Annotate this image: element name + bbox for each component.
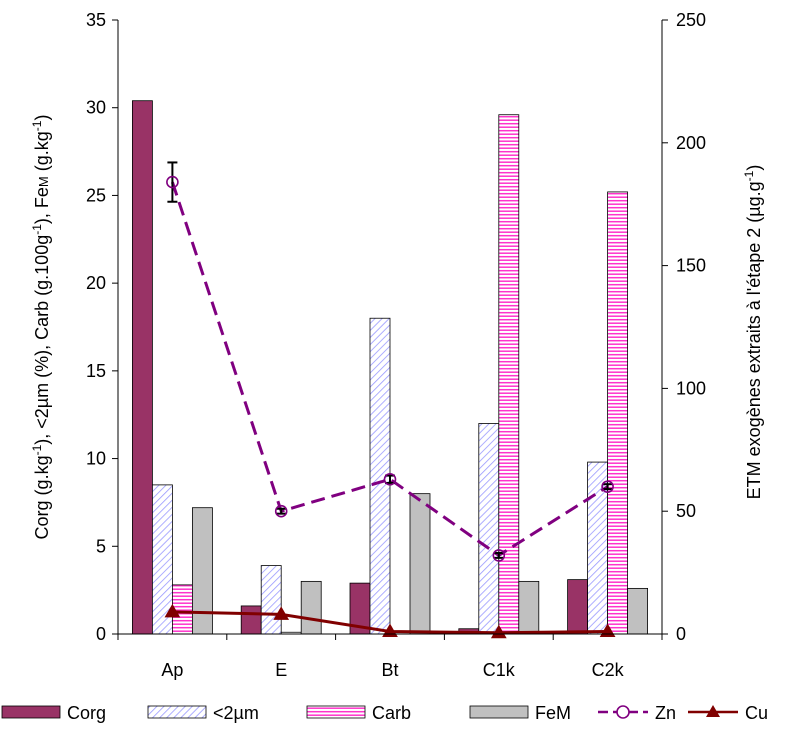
y-left-tick-label: 10 xyxy=(86,449,106,469)
legend-item-cu: Cu xyxy=(688,703,768,723)
y-axis-left-title: Corg (g.kg-1), <2µm (%), Carb (g.100g-1)… xyxy=(30,115,52,540)
x-tick-label-ap: Ap xyxy=(161,660,183,680)
y-left-tick-label: 15 xyxy=(86,361,106,381)
x-tick-label-e: E xyxy=(275,660,287,680)
legend-item-fem: FeM xyxy=(469,703,571,723)
bar-lt2um-e xyxy=(260,565,282,635)
y-left-tick-label: 30 xyxy=(86,98,106,118)
legend-item-lt2um: <2µm xyxy=(147,703,259,723)
bar-fem-c2k xyxy=(627,587,648,635)
y-right-tick-label: 50 xyxy=(676,501,696,521)
legend-marker xyxy=(616,705,630,719)
point-zn-c2k xyxy=(601,480,614,493)
y-right-tick-label: 0 xyxy=(676,624,686,644)
bar-lt2um-c1k xyxy=(478,423,500,635)
line-zn xyxy=(170,181,609,558)
bar-fem-e xyxy=(300,580,322,635)
legend-swatch-corg xyxy=(1,705,61,719)
errorbar-zn-c2k xyxy=(602,483,613,491)
y-left-tick-label: 35 xyxy=(86,10,106,30)
bar-fem-bt xyxy=(409,493,431,635)
legend-swatch-fem xyxy=(469,705,529,719)
bar-corg-e xyxy=(240,605,262,635)
legend-marker xyxy=(706,705,720,717)
point-zn-bt xyxy=(383,472,397,486)
point-zn-ap xyxy=(166,175,179,189)
legend-label: FeM xyxy=(535,703,571,723)
point-zn-e xyxy=(274,504,288,518)
legend-label: Cu xyxy=(745,703,768,723)
y-axis-right-title: ETM exogènes extraits à l'étape 2 (µg.g-… xyxy=(742,165,764,500)
y-left-tick-label: 25 xyxy=(86,185,106,205)
bar-corg-ap xyxy=(131,100,153,635)
x-tick-label-c1k: C1k xyxy=(483,660,516,680)
x-tick-label-c2k: C2k xyxy=(592,660,625,680)
bar-carb-c1k xyxy=(498,114,520,635)
legend-item-carb: Carb xyxy=(306,703,411,723)
legend-label: Zn xyxy=(655,703,676,723)
point-zn-c1k xyxy=(492,549,506,562)
point-cu-ap xyxy=(164,603,181,618)
bar-corg-c2k xyxy=(567,579,588,635)
axes-layer: 0 5 10 15 20 25 30 35 0 50 100 150 200 250 Ap E Bt C1k C2k… xyxy=(30,10,764,680)
point-cu-c1k xyxy=(490,624,507,639)
bar-fem-c1k xyxy=(518,580,540,635)
legend: Corg <2µm Carb FeM Zn Cu xyxy=(1,703,768,723)
errorbar-zn-c1k xyxy=(493,551,504,559)
legend-swatch-lt2um xyxy=(147,705,207,719)
errorbar-zn-e xyxy=(276,507,287,515)
y-right-tick-label: 250 xyxy=(676,10,706,30)
legend-label: Corg xyxy=(67,703,106,723)
y-right-tick-label: 100 xyxy=(676,378,706,398)
bar-fem-ap xyxy=(191,507,213,635)
point-cu-e xyxy=(273,606,290,620)
legend-swatch-carb xyxy=(306,705,366,719)
legend-item-zn: Zn xyxy=(598,703,676,723)
bars-layer xyxy=(131,100,648,635)
legend-label: Carb xyxy=(372,703,411,723)
y-left-tick-label: 0 xyxy=(96,624,106,644)
x-tick-label-bt: Bt xyxy=(381,660,398,680)
errorbar-zn-ap xyxy=(167,161,178,203)
y-right-tick-label: 150 xyxy=(676,256,706,276)
y-left-tick-label: 5 xyxy=(96,536,106,556)
bar-carb-c2k xyxy=(607,191,628,635)
y-left-tick-label: 20 xyxy=(86,273,106,293)
y-right-tick-label: 200 xyxy=(676,133,706,153)
legend-item-corg: Corg xyxy=(1,703,106,723)
legend-label: <2µm xyxy=(213,703,259,723)
